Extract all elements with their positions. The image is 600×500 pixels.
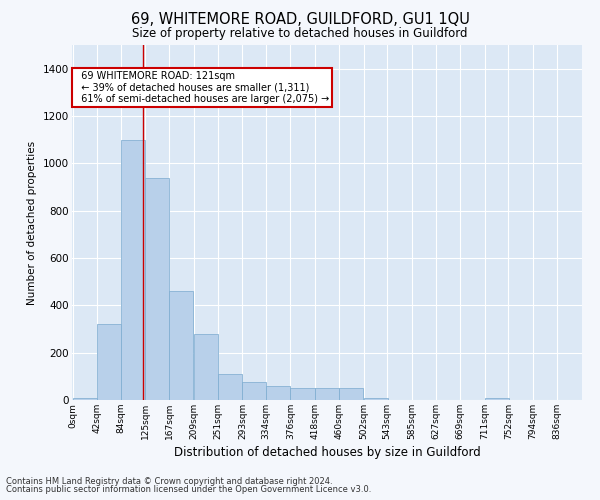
Bar [315, 388, 339, 400]
Y-axis label: Number of detached properties: Number of detached properties [28, 140, 37, 304]
Bar [121, 140, 145, 400]
Bar [218, 374, 242, 400]
Bar [242, 382, 266, 400]
Bar [73, 398, 97, 400]
X-axis label: Distribution of detached houses by size in Guildford: Distribution of detached houses by size … [173, 446, 481, 459]
Text: Size of property relative to detached houses in Guildford: Size of property relative to detached ho… [132, 28, 468, 40]
Bar [485, 398, 509, 400]
Bar [266, 386, 290, 400]
Bar [339, 388, 363, 400]
Bar [364, 398, 388, 400]
Text: Contains HM Land Registry data © Crown copyright and database right 2024.: Contains HM Land Registry data © Crown c… [6, 477, 332, 486]
Bar [290, 388, 314, 400]
Bar [97, 324, 121, 400]
Bar [169, 291, 193, 400]
Bar [145, 178, 169, 400]
Text: Contains public sector information licensed under the Open Government Licence v3: Contains public sector information licen… [6, 485, 371, 494]
Text: 69 WHITEMORE ROAD: 121sqm
  ← 39% of detached houses are smaller (1,311)
  61% o: 69 WHITEMORE ROAD: 121sqm ← 39% of detac… [75, 71, 329, 104]
Bar [194, 334, 218, 400]
Text: 69, WHITEMORE ROAD, GUILDFORD, GU1 1QU: 69, WHITEMORE ROAD, GUILDFORD, GU1 1QU [131, 12, 469, 28]
